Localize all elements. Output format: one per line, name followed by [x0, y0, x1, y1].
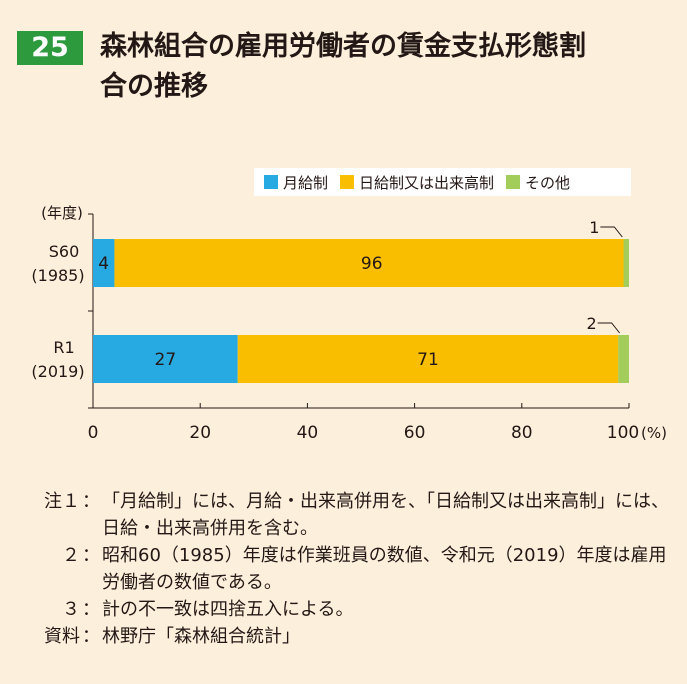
x-axis-unit: (%)	[641, 424, 667, 442]
category-label: R1	[53, 338, 74, 357]
note-separator: ：	[82, 626, 100, 647]
bar-segment-monthly	[93, 239, 115, 287]
bar-segment-other	[623, 239, 629, 287]
figure-number-badge: 25	[17, 31, 83, 65]
category-label: S60	[49, 242, 80, 261]
callout-label-other: 1	[589, 218, 599, 237]
note-text: 昭和60（1985）年度は作業班員の数値、令和元（2019）年度は雇用労働者の数…	[102, 545, 667, 593]
x-tick-label: 80	[511, 423, 533, 443]
callout-label-other: 2	[587, 314, 597, 333]
bar-segment-other	[618, 335, 629, 383]
data-label-monthly: 27	[155, 350, 177, 370]
legend-item-other: その他	[506, 172, 570, 193]
y-axis-label: (年度)	[41, 204, 83, 222]
bar-segment-monthly	[93, 335, 238, 383]
callout-line	[597, 322, 621, 334]
x-tick-label: 40	[297, 423, 319, 443]
data-label-daily: 71	[417, 350, 439, 370]
bar-segment-daily	[237, 335, 619, 383]
x-tick-label: 100	[607, 423, 639, 443]
note-label: 資料	[44, 626, 80, 647]
legend-swatch-monthly	[264, 175, 278, 189]
note-separator: ：	[82, 599, 100, 620]
x-tick-label: 0	[88, 423, 99, 443]
note-row: 資料 ： 林野庁「森林組合統計」	[18, 623, 678, 650]
note-text: 林野庁「森林組合統計」	[102, 626, 300, 647]
figure-title-line2: 合の推移	[100, 71, 208, 102]
note-text: 「月給制」には、月給・出来高併用を、「日給制又は出来高制」には、日給・出来高併用…	[102, 491, 669, 539]
data-label-monthly: 4	[98, 254, 109, 274]
note-row: ３ ： 計の不一致は四捨五入による。	[18, 596, 678, 623]
legend-swatch-daily	[340, 175, 355, 189]
legend-label-daily: 日給制又は出来高制	[359, 173, 495, 192]
legend-item-daily: 日給制又は出来高制	[340, 172, 494, 193]
chart-legend: 月給制 日給制又は出来高制 その他	[254, 168, 631, 196]
legend-swatch-other	[506, 175, 521, 189]
note-label: ２	[62, 545, 80, 566]
legend-label-other: その他	[525, 173, 571, 192]
x-tick-label: 20	[189, 423, 211, 443]
note-text: 計の不一致は四捨五入による。	[102, 599, 354, 620]
note-row: ２ ： 昭和60（1985）年度は作業班員の数値、令和元（2019）年度は雇用労…	[18, 542, 678, 596]
category-label-year: (1985)	[31, 266, 84, 285]
data-label-daily: 96	[361, 254, 383, 274]
legend-item-monthly: 月給制	[264, 172, 328, 193]
x-tick-label: 60	[404, 423, 426, 443]
category-label-year: (2019)	[31, 362, 84, 381]
note-label: ３	[62, 599, 80, 620]
figure-title: 森林組合の雇用労働者の賃金支払形態割 合の推移	[100, 27, 680, 107]
figure-title-line1: 森林組合の雇用労働者の賃金支払形態割	[100, 31, 586, 62]
notes-section: 注１ ： 「月給制」には、月給・出来高併用を、「日給制又は出来高制」には、日給・…	[18, 488, 678, 650]
note-row: 注１ ： 「月給制」には、月給・出来高併用を、「日給制又は出来高制」には、日給・…	[18, 488, 678, 542]
callout-line	[600, 226, 623, 238]
note-separator: ：	[82, 491, 100, 512]
stacked-bar-chart: (年度) 0 20 40 60 80 100 (%) S60 (1985) R1 (2019) 4 96 1…	[31, 204, 667, 443]
note-separator: ：	[82, 545, 100, 566]
note-label: 注１	[44, 491, 80, 512]
bar-segment-daily	[114, 239, 629, 287]
legend-label-monthly: 月給制	[283, 173, 329, 192]
